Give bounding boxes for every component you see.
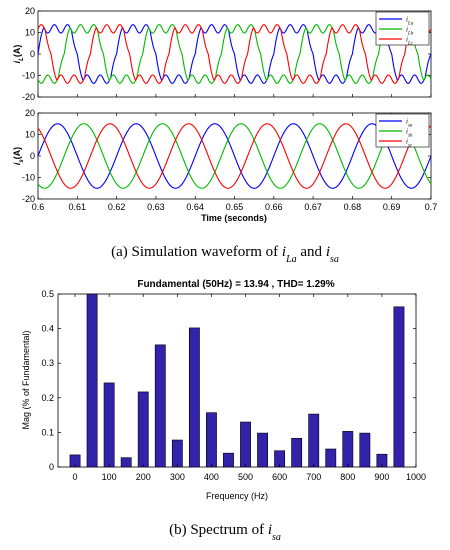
spectrum-bar-550 — [257, 432, 268, 468]
x-tick-label: 0.7 — [425, 202, 438, 212]
legend-label-i_sc: isc — [406, 138, 413, 149]
y-tick-label: 10 — [25, 28, 35, 38]
y-tick-label: 0.2 — [41, 393, 54, 403]
x-tick-label: 0.62 — [108, 202, 126, 212]
series-line-i_Lc — [37, 24, 432, 84]
series-line-i_sc — [37, 123, 432, 189]
y-tick-label: 20 — [25, 108, 35, 118]
legend-label-i_Lc: iLc — [406, 36, 414, 47]
series-line-i_La — [37, 24, 432, 84]
y-tick-label: 0 — [49, 462, 54, 472]
spectrum-plot-frame — [57, 293, 417, 468]
y-tick-label: 10 — [25, 130, 35, 140]
x-tick-label: 800 — [340, 472, 355, 482]
x-tick-label: 700 — [306, 472, 321, 482]
x-tick-label: 0.6 — [32, 202, 45, 212]
x-tick-label: 0.67 — [304, 202, 322, 212]
y-tick-label: -10 — [22, 71, 35, 81]
y-tick-label: 20 — [25, 6, 35, 16]
spectrum-bar-150 — [120, 457, 132, 468]
bottom-ylabel: is(A) — [12, 147, 25, 165]
x-tick-label: 300 — [170, 472, 185, 482]
top-waveforms — [37, 24, 432, 84]
spectrum-bar-200 — [137, 391, 149, 468]
spectrum-bar-300 — [171, 439, 183, 468]
y-tick-label: 0 — [30, 151, 35, 161]
x-tick-label: 600 — [272, 472, 287, 482]
x-tick-label: 0.69 — [383, 202, 401, 212]
spectrum-bar-700 — [308, 413, 320, 468]
legend-label-i_sb: isb — [406, 128, 413, 139]
top-ylabel: iL(A) — [12, 45, 25, 64]
spectrum-bar-750 — [325, 448, 337, 468]
caption-a: (a) Simulation waveform of iLa and isa — [111, 244, 339, 265]
y-tick-label: -10 — [22, 173, 35, 183]
y-tick-label: 0 — [30, 49, 35, 59]
series-line-i_sa — [37, 123, 432, 189]
spectrum-title: Fundamental (50Hz) = 13.94 , THD= 1.29% — [137, 279, 334, 290]
bottom-xlabel: Time (seconds) — [201, 213, 267, 223]
x-tick-label: 0.64 — [186, 202, 204, 212]
y-tick-label: 0.3 — [41, 358, 54, 368]
spectrum-bar-800 — [342, 431, 354, 468]
bottom-x-ticks: 0.6 0.61 0.62 0.63 0.64 0.65 0.66 0.67 0.68 0.69 0… — [32, 113, 438, 212]
y-tick-label: 0.1 — [41, 427, 54, 437]
x-tick-label: 0 — [73, 472, 78, 482]
top-y-ticks: -20 -10 0 10 20 — [22, 6, 432, 102]
caption-b: (b) Spectrum of isa — [169, 522, 281, 543]
spectrum-bar-100 — [103, 382, 115, 468]
spectrum-panel: Fundamental (50Hz) = 13.94 , THD= 1.29% … — [21, 279, 426, 501]
x-tick-label: 900 — [374, 472, 389, 482]
legend-label-i_Lb: iLb — [406, 26, 414, 37]
x-tick-label: 400 — [204, 472, 219, 482]
legend-label-i_La: iLa — [406, 16, 414, 27]
x-tick-label: 0.63 — [147, 202, 165, 212]
spectrum-bar-950 — [393, 306, 405, 468]
spectrum-x-ticks: 0 100 200 300 400 500 600 700 800 900 1000 — [73, 294, 426, 482]
spectrum-bar-850 — [359, 432, 371, 468]
legend-label-i_sa: isa — [406, 118, 413, 129]
x-tick-label: 0.68 — [344, 202, 362, 212]
y-tick-label: -20 — [22, 194, 35, 204]
y-tick-label: 0.5 — [41, 289, 54, 299]
x-tick-label: 0.61 — [69, 202, 87, 212]
x-tick-label: 0.66 — [265, 202, 283, 212]
spectrum-bar-50 — [86, 293, 98, 468]
x-tick-label: 500 — [238, 472, 253, 482]
y-tick-label: -20 — [22, 92, 35, 102]
x-tick-label: 1000 — [406, 472, 426, 482]
spectrum-ylabel: Mag (% of Fundamental) — [21, 330, 31, 429]
bottom-waveforms — [37, 123, 432, 189]
spectrum-bar-450 — [223, 452, 234, 468]
series-line-i_Lb — [37, 24, 432, 84]
spectrum-y-ticks: 0 0.1 0.2 0.3 0.4 0.5 — [41, 289, 416, 472]
spectrum-xlabel: Frequency (Hz) — [206, 491, 268, 501]
x-tick-label: 0.65 — [226, 202, 244, 212]
x-tick-label: 100 — [102, 472, 117, 482]
bottom-y-ticks: -20 -10 0 10 20 — [22, 108, 431, 204]
spectrum-bar-350 — [188, 327, 200, 468]
x-tick-label: 200 — [136, 472, 151, 482]
series-line-i_sb — [37, 123, 432, 189]
spectrum-bar-500 — [240, 421, 251, 468]
spectrum-bar-650 — [291, 437, 303, 468]
y-tick-label: 0.4 — [41, 324, 54, 334]
spectrum-bar-250 — [154, 344, 166, 468]
spectrum-bar-400 — [206, 412, 217, 468]
